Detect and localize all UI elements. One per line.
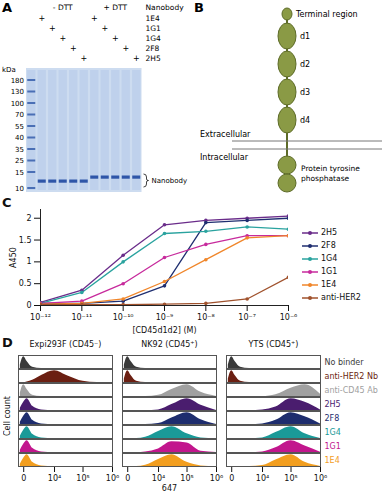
svg-text:d4: d4 [300,116,310,125]
svg-text:1E4: 1E4 [146,14,161,23]
svg-text:10: 10 [15,185,24,193]
svg-text:+: + [101,24,108,33]
html-text:2F8: 2F8 [321,241,336,250]
html-text:C: C [2,195,12,210]
svg-text:phosphatase: phosphatase [301,174,350,183]
svg-text:10⁻⁷: 10⁻⁷ [238,313,256,322]
svg-text:kDa: kDa [2,66,16,74]
svg-text:Nanobody: Nanobody [152,177,188,185]
svg-text:0: 0 [229,474,234,483]
svg-text:25: 25 [15,157,24,165]
svg-text:anti-HER2 Nb: anti-HER2 Nb [325,372,379,381]
svg-text:2: 2 [26,214,31,223]
svg-text:Terminal region: Terminal region [295,10,358,19]
svg-text:10⁶: 10⁶ [314,474,327,483]
svg-text:0.5: 0.5 [19,279,32,288]
svg-text:B: B [194,0,204,15]
svg-text:40: 40 [15,134,24,142]
svg-text:70: 70 [15,111,24,119]
svg-text:d1: d1 [300,32,310,41]
svg-text:0: 0 [125,474,130,483]
svg-text:+: + [122,44,129,53]
html-text:anti-HER2: anti-HER2 [321,293,361,302]
svg-text:10⁶: 10⁶ [210,474,223,483]
svg-text:1E4: 1E4 [325,456,340,465]
svg-text:15: 15 [15,169,24,177]
svg-text:+: + [112,34,119,43]
svg-text:1G4: 1G4 [325,428,341,437]
svg-text:10⁻⁶: 10⁻⁶ [280,313,298,322]
svg-text:1.5: 1.5 [19,236,32,245]
html-text:D: D [2,335,13,350]
svg-text:d2: d2 [300,60,310,69]
svg-text:+: + [49,24,56,33]
svg-text:Nanobody: Nanobody [146,3,185,12]
html-text:Cell count: Cell count [2,396,12,436]
svg-text:100: 100 [11,100,24,108]
svg-text:- DTT: - DTT [53,3,73,12]
html-text:1G1: 1G1 [321,267,338,276]
svg-text:NK92 (CD45⁺): NK92 (CD45⁺) [141,340,197,349]
svg-text:YTS (CD45⁺): YTS (CD45⁺) [248,340,299,349]
svg-text:A450: A450 [9,247,18,268]
html-text:2H5: 2H5 [321,228,338,237]
svg-text:35: 35 [15,146,24,154]
svg-text:No binder: No binder [325,358,365,367]
svg-text:180: 180 [11,77,24,85]
svg-text:10⁵: 10⁵ [180,474,193,483]
svg-text:10⁶: 10⁶ [106,474,119,483]
svg-text:Expi293F (CD45⁻): Expi293F (CD45⁻) [30,340,102,349]
svg-text:Protein tyrosine: Protein tyrosine [301,164,360,173]
svg-text:2H5: 2H5 [325,400,341,409]
svg-text:0: 0 [26,301,31,310]
svg-text:Extracellular: Extracellular [200,130,251,139]
svg-text:1: 1 [26,257,31,266]
svg-text:10⁴: 10⁴ [256,474,269,483]
svg-text:10⁴: 10⁴ [48,474,61,483]
svg-text:+: + [80,54,87,63]
svg-text:10⁻⁹: 10⁻⁹ [156,313,174,322]
svg-text:+ DTT: + DTT [104,3,128,12]
svg-text:647: 647 [162,484,177,493]
svg-text:+: + [70,44,77,53]
svg-text:1G1: 1G1 [325,442,341,451]
svg-text:0: 0 [21,474,26,483]
svg-text:10⁻¹²: 10⁻¹² [30,313,51,322]
svg-text:+: + [59,34,66,43]
html-text:1G4: 1G4 [321,254,338,263]
html-text:1E4: 1E4 [321,280,337,289]
svg-text:10⁴: 10⁴ [152,474,165,483]
svg-text:10⁻¹¹: 10⁻¹¹ [71,313,92,322]
svg-text:+: + [91,14,98,23]
svg-text:55: 55 [15,123,24,131]
svg-text:d3: d3 [300,88,310,97]
svg-text:1G1: 1G1 [146,24,162,33]
svg-text:Intracellular: Intracellular [200,153,249,162]
svg-text:10⁵: 10⁵ [284,474,297,483]
svg-text:anti-CD45 Ab: anti-CD45 Ab [325,386,378,395]
svg-text:[CD45d1d2] (M): [CD45d1d2] (M) [132,326,196,335]
svg-text:1G4: 1G4 [146,34,162,43]
svg-text:10⁵: 10⁵ [76,474,89,483]
svg-text:2F8: 2F8 [325,414,340,423]
svg-text:+: + [133,54,140,63]
svg-text:2H5: 2H5 [146,54,161,63]
svg-text:130: 130 [11,88,24,96]
svg-text:A: A [2,0,12,15]
svg-text:10⁻¹⁰: 10⁻¹⁰ [113,313,134,322]
svg-text:2F8: 2F8 [146,44,160,53]
svg-text:+: + [38,14,45,23]
svg-text:10⁻⁸: 10⁻⁸ [197,313,215,322]
